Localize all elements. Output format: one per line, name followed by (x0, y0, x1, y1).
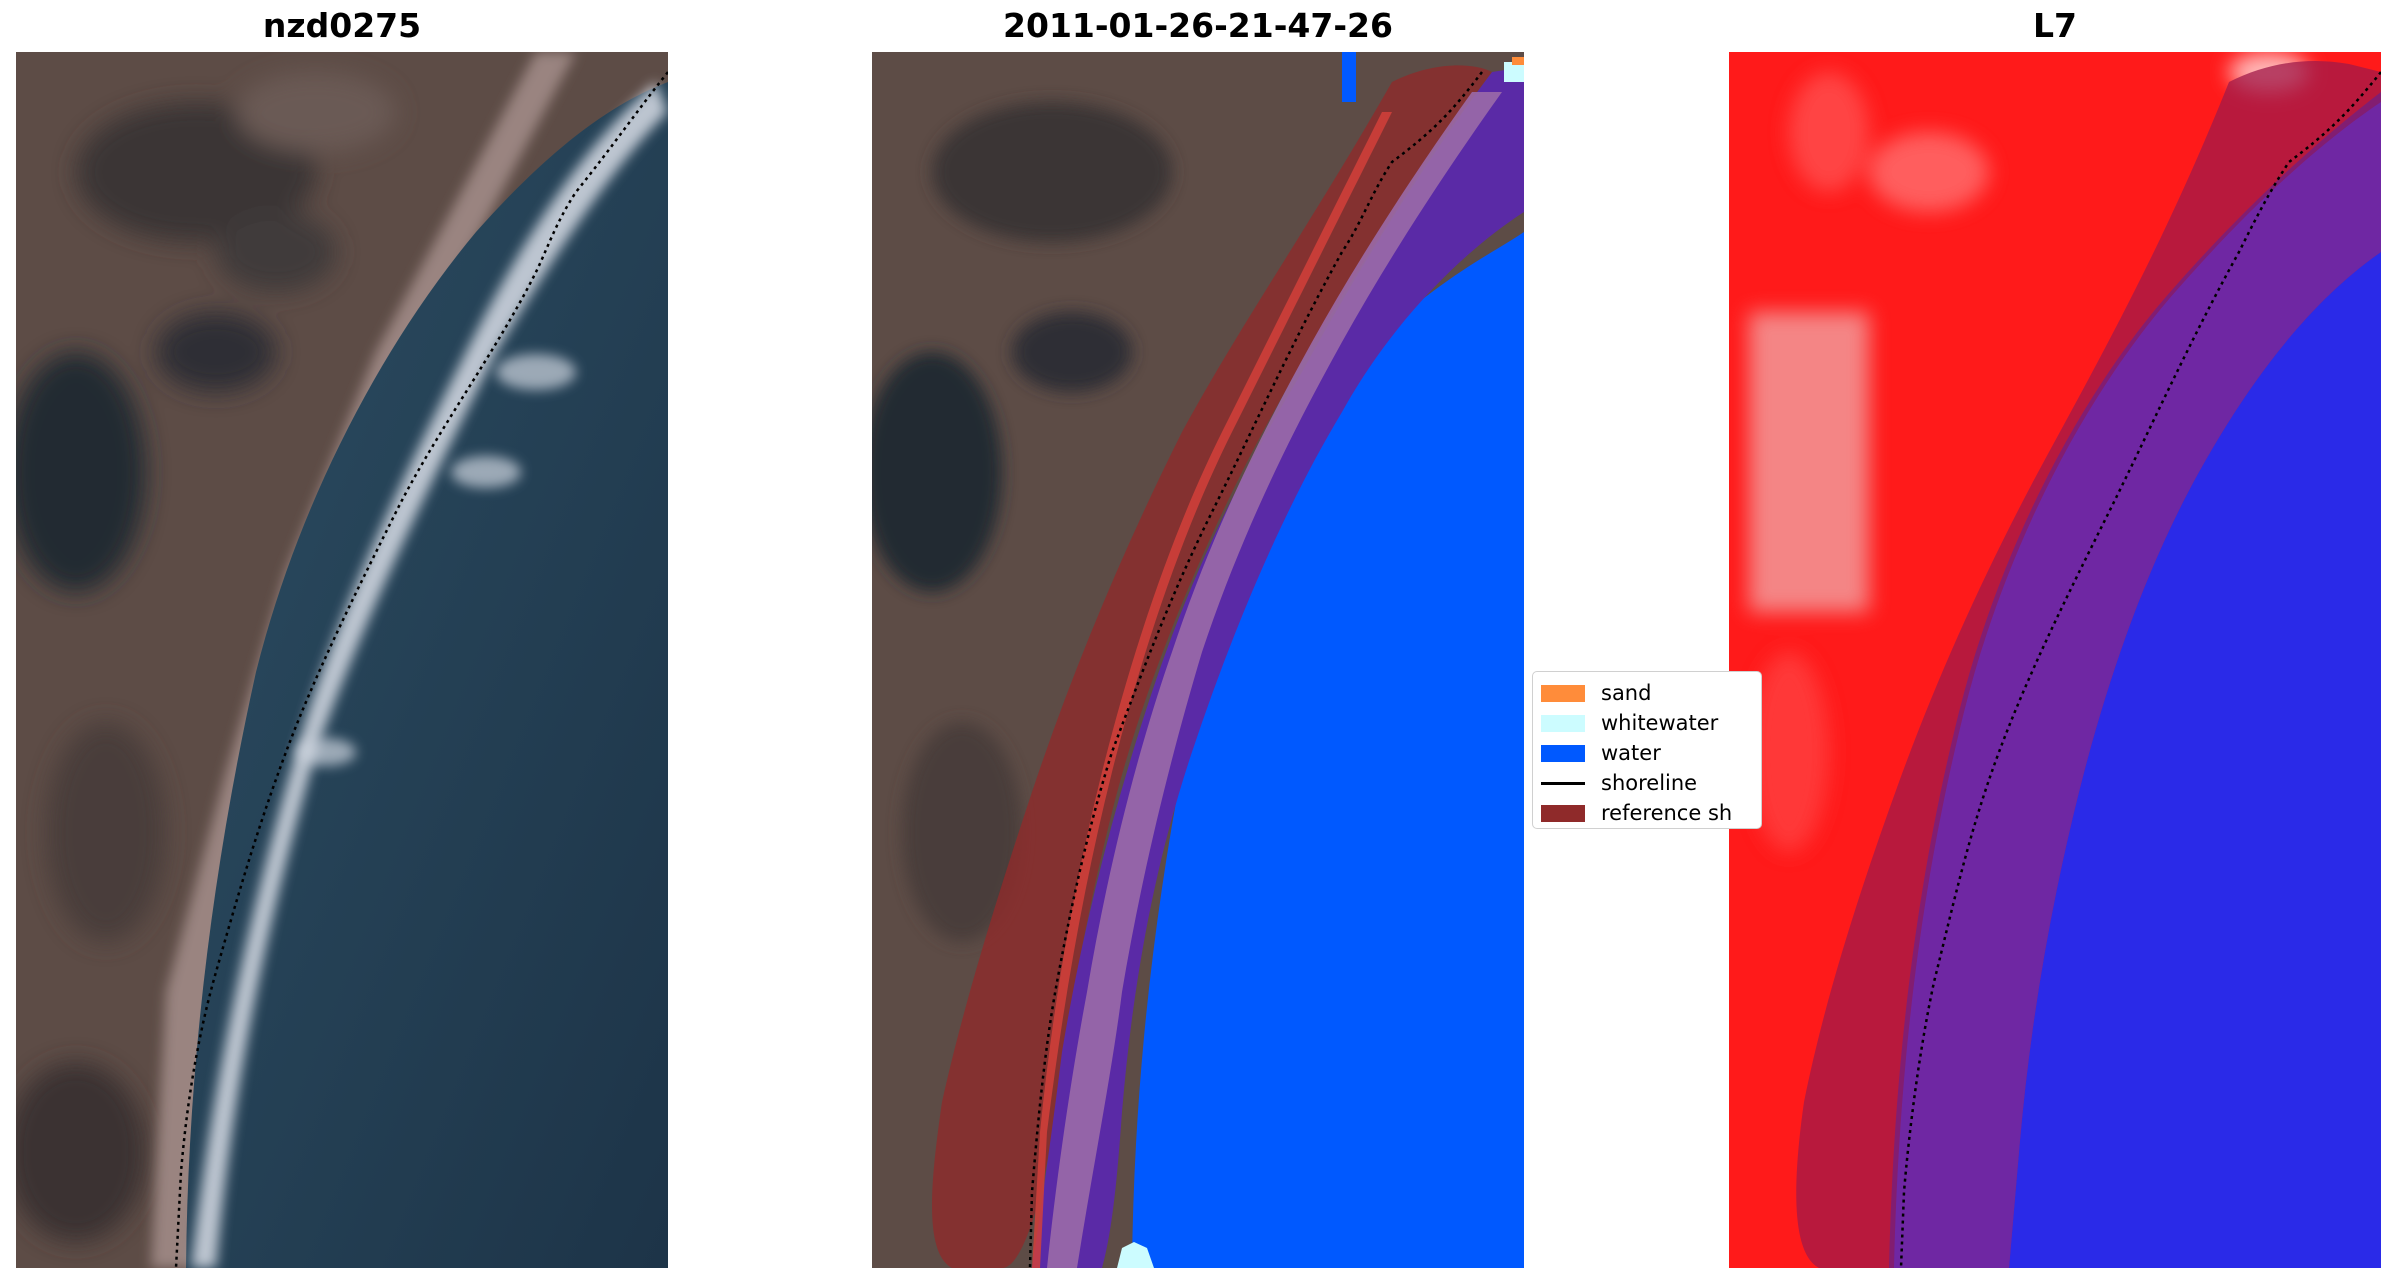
buffer-water-overlap (1894, 102, 2381, 1268)
legend-line-shoreline (1541, 781, 1585, 785)
rgb-image (16, 52, 668, 1268)
index-image-panel (1729, 52, 2381, 1268)
legend-label: whitewater (1601, 711, 1719, 735)
whitewater-corner (1504, 62, 1524, 82)
legend-item-whitewater: whitewater (1541, 708, 1718, 738)
legend: sand whitewater water shoreline referenc… (1532, 671, 1762, 829)
legend-item-sand: sand (1541, 678, 1651, 708)
water-corner (1342, 52, 1356, 102)
rgb-image-panel (16, 52, 668, 1268)
legend-label: sand (1601, 681, 1652, 705)
sand-buffer-overlap (1047, 92, 1502, 1268)
index-image (1729, 52, 2381, 1268)
sand-corner (1512, 57, 1524, 65)
legend-item-reference: reference sh (1541, 798, 1732, 828)
panel-title-classified: 2011-01-26-21-47-26 (1003, 6, 1393, 45)
classified-image-panel (872, 52, 1524, 1268)
shoreline-trace (1899, 71, 2381, 1268)
legend-label: shoreline (1601, 771, 1698, 795)
legend-item-water: water (1541, 738, 1661, 768)
reference-shoreline-buffer (932, 65, 1492, 1268)
water-class-area (1132, 232, 1524, 1268)
legend-item-shoreline: shoreline (1541, 768, 1697, 798)
legend-label: reference sh (1601, 801, 1733, 825)
panel-title-index: L7 (2033, 6, 2077, 45)
legend-swatch-whitewater (1541, 714, 1585, 732)
legend-label: water (1601, 741, 1661, 765)
legend-swatch-water (1541, 744, 1585, 762)
shoreline-trace (1028, 71, 1483, 1268)
legend-swatch-sand (1541, 684, 1585, 702)
shoreline-trace (174, 71, 668, 1268)
legend-swatch-reference (1541, 804, 1585, 822)
panel-title-rgb: nzd0275 (262, 6, 422, 45)
classified-image (872, 52, 1524, 1268)
whitewater-patch (1117, 1242, 1154, 1268)
